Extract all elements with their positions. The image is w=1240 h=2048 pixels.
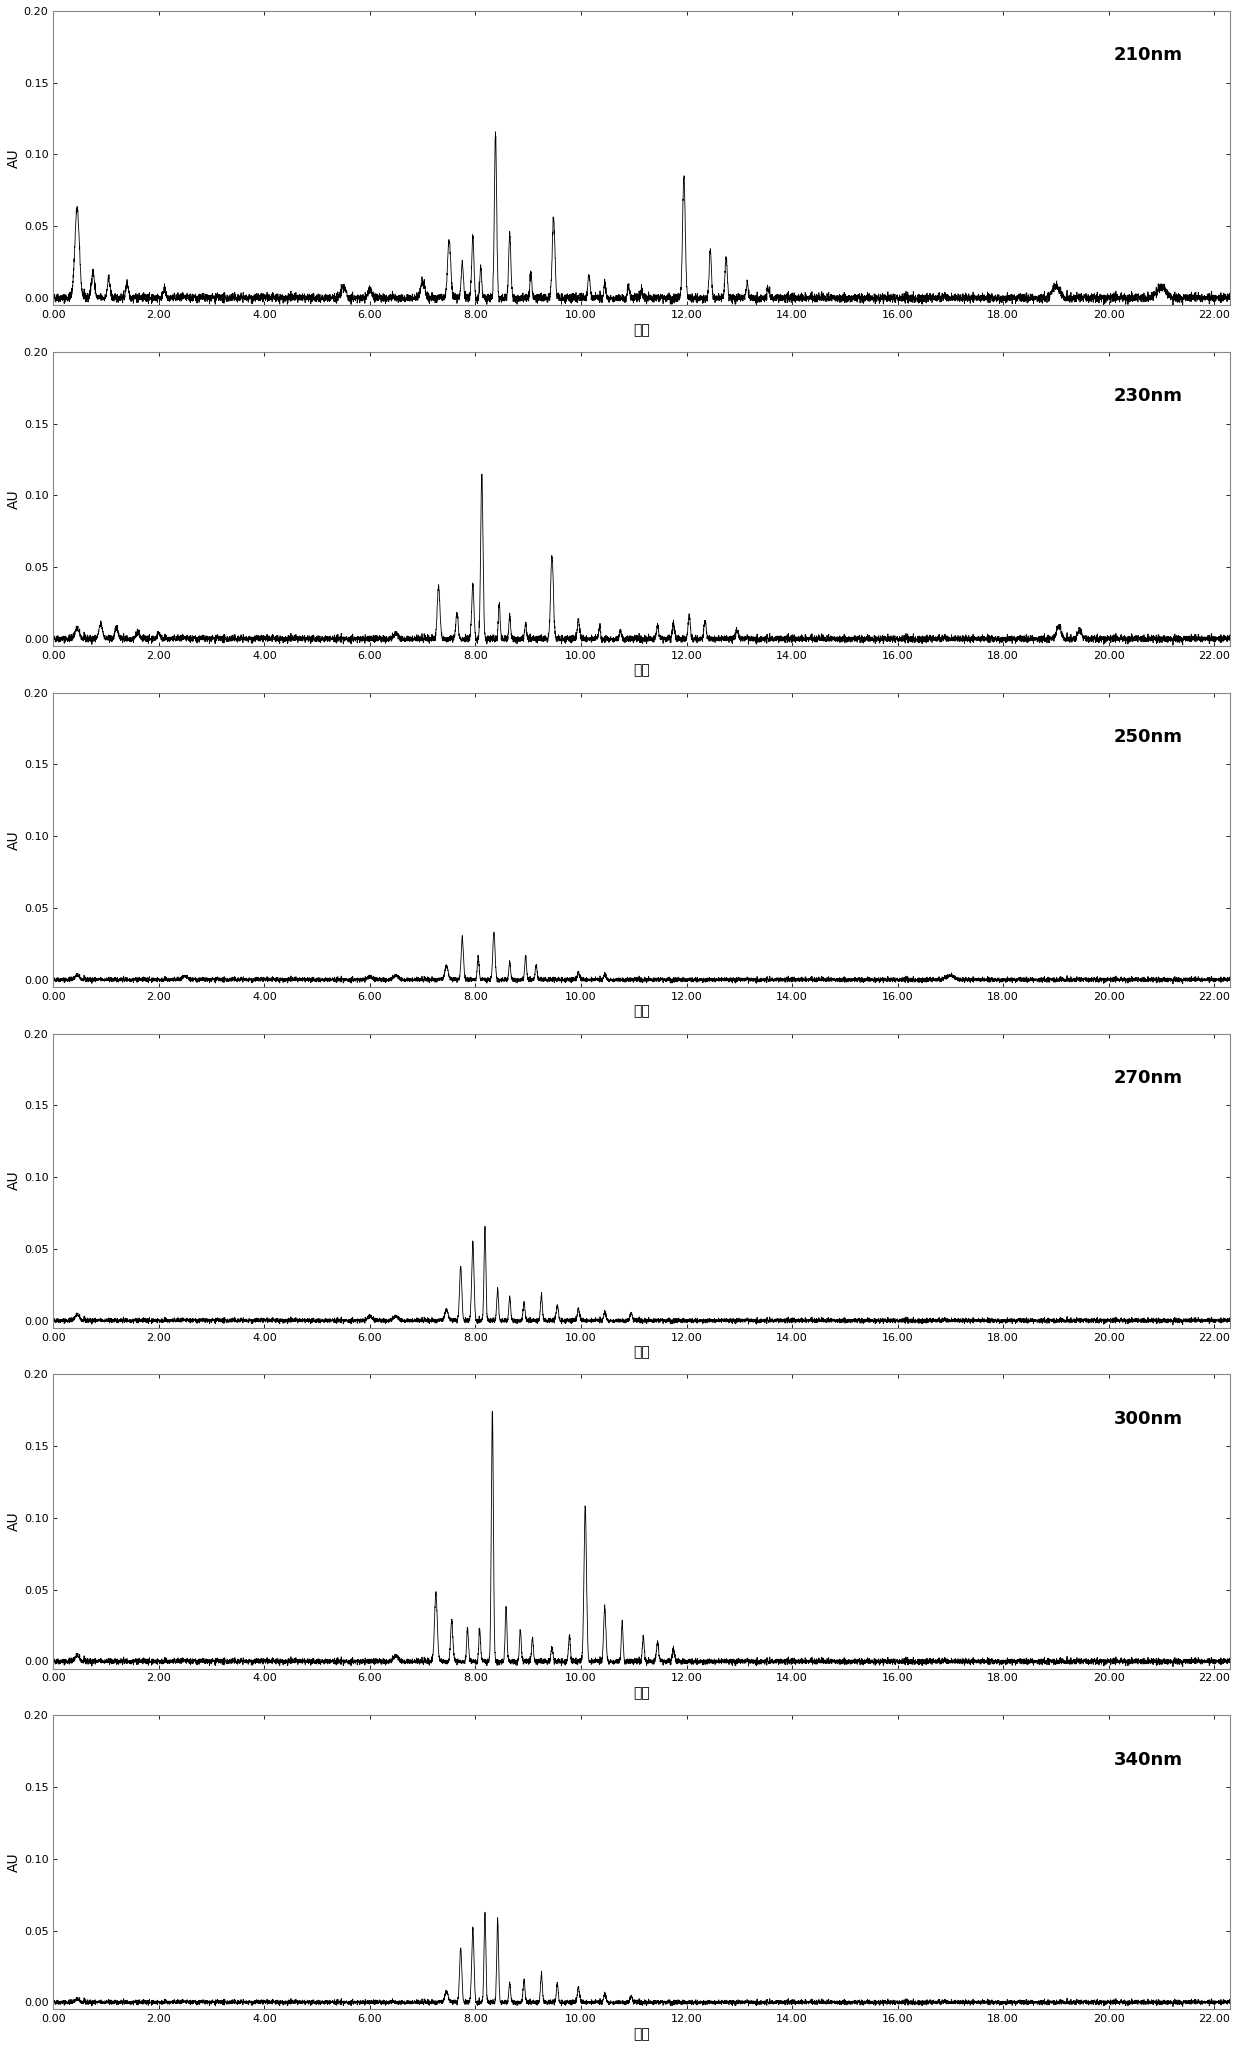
Text: 300nm: 300nm <box>1114 1409 1183 1427</box>
X-axis label: 分钟: 分钟 <box>634 1686 650 1700</box>
Text: 270nm: 270nm <box>1114 1069 1183 1087</box>
X-axis label: 分钟: 分钟 <box>634 664 650 678</box>
Y-axis label: AU: AU <box>7 489 21 508</box>
Y-axis label: AU: AU <box>7 147 21 168</box>
X-axis label: 分钟: 分钟 <box>634 1004 650 1018</box>
Text: 250nm: 250nm <box>1114 727 1183 745</box>
X-axis label: 分钟: 分钟 <box>634 324 650 336</box>
X-axis label: 分钟: 分钟 <box>634 2028 650 2042</box>
Text: 340nm: 340nm <box>1114 1751 1183 1769</box>
Y-axis label: AU: AU <box>7 1853 21 1872</box>
Text: 210nm: 210nm <box>1114 47 1183 63</box>
Y-axis label: AU: AU <box>7 1171 21 1190</box>
Y-axis label: AU: AU <box>7 1511 21 1532</box>
Text: 230nm: 230nm <box>1114 387 1183 406</box>
X-axis label: 分钟: 分钟 <box>634 1346 650 1360</box>
Y-axis label: AU: AU <box>7 829 21 850</box>
